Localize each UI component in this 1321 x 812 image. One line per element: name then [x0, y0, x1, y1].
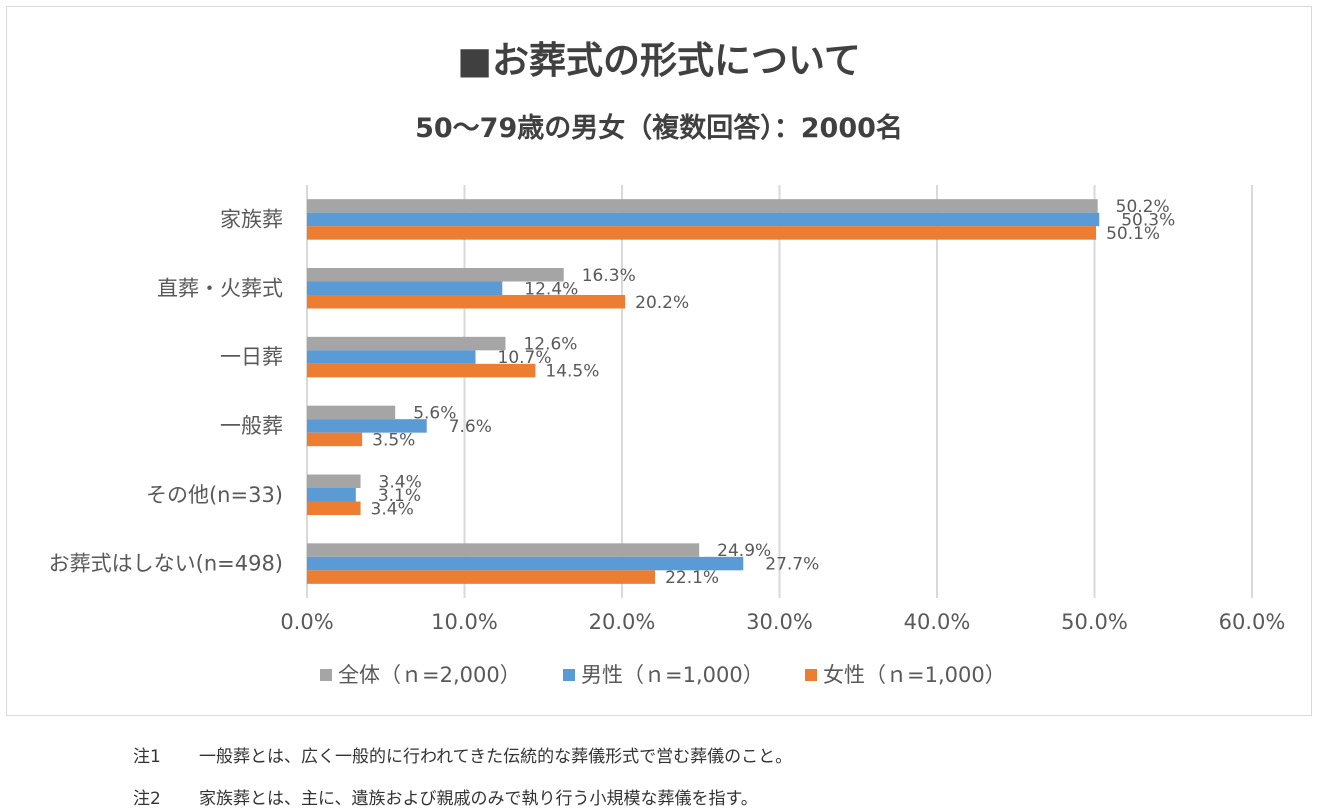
legend-label: 全体（ｎ=2,000）	[338, 663, 521, 687]
data-label: 12.6%	[523, 335, 577, 355]
data-label: 24.9%	[717, 541, 771, 561]
footnote-2-text: 家族葬とは、主に、遺族および親戚のみで執り行う小規模な葬儀を指す。	[199, 789, 758, 809]
category-label: 直葬・火葬式	[157, 276, 283, 300]
legend-swatch	[563, 669, 575, 681]
x-tick-label: 10.0%	[431, 610, 498, 634]
x-tick-label: 20.0%	[589, 610, 656, 634]
legend-swatch	[320, 669, 332, 681]
data-label: 3.1%	[378, 486, 421, 506]
chart-title: ■お葬式の形式について	[457, 39, 861, 82]
data-label: 7.6%	[449, 417, 492, 437]
chart-subtitle: 50～79歳の男女（複数回答）：2000名	[415, 112, 903, 144]
bar	[307, 488, 356, 502]
bar	[307, 501, 361, 515]
footnote-2: 注2 家族葬とは、主に、遺族および親戚のみで執り行う小規模な葬儀を指す。	[133, 784, 758, 809]
bar	[307, 405, 396, 420]
legend-swatch	[805, 669, 817, 681]
data-label: 14.5%	[545, 362, 599, 382]
bar	[307, 363, 536, 378]
bar	[307, 226, 1097, 240]
category-label: お葬式はしない(n=498)	[49, 552, 283, 576]
data-label: 10.7%	[498, 348, 552, 368]
bar	[307, 336, 506, 351]
bar	[307, 268, 564, 282]
x-tick-label: 60.0%	[1219, 610, 1286, 634]
data-label: 50.1%	[1106, 224, 1160, 244]
data-label: 12.4%	[524, 279, 578, 299]
x-tick-label: 50.0%	[1061, 610, 1128, 634]
category-label: 一般葬	[220, 414, 283, 438]
bar-chart: ■お葬式の形式について 50～79歳の男女（複数回答）：2000名 50.2%5…	[49, 39, 1286, 687]
legend-label: 男性（ｎ=1,000）	[581, 663, 764, 687]
data-label: 5.6%	[413, 403, 456, 423]
footnote-1: 注1 一般葬とは、広く一般的に行われてきた伝統的な葬儀形式で営む葬儀のこと。	[133, 742, 792, 767]
x-tick-label: 40.0%	[904, 610, 971, 634]
bar	[307, 432, 363, 447]
x-tick-label: 0.0%	[280, 610, 333, 634]
footnote-1-label: 注1	[133, 747, 161, 767]
bar	[307, 281, 503, 295]
category-label: その他(n=33)	[146, 483, 283, 507]
category-label: 家族葬	[220, 207, 283, 231]
bar	[307, 556, 744, 571]
x-tick-label: 30.0%	[746, 610, 813, 634]
data-label: 3.4%	[379, 472, 422, 492]
bar	[307, 570, 656, 584]
data-label: 27.7%	[765, 555, 819, 575]
category-label: 一日葬	[220, 345, 283, 369]
footnote-2-label: 注2	[133, 789, 161, 809]
data-label: 3.5%	[372, 430, 415, 450]
bar	[307, 212, 1100, 227]
data-label: 16.3%	[582, 266, 636, 286]
legend-label: 女性（ｎ=1,000）	[823, 663, 1006, 687]
bar	[307, 199, 1098, 213]
chart-frame: ■お葬式の形式について 50～79歳の男女（複数回答）：2000名 50.2% 5…	[6, 6, 1312, 716]
data-label: 22.1%	[665, 568, 719, 588]
bar	[307, 295, 626, 309]
data-label: 20.2%	[635, 293, 689, 313]
data-label: 50.3%	[1121, 210, 1175, 230]
bar	[307, 419, 427, 433]
bar	[307, 474, 361, 488]
data-label: 50.2%	[1116, 197, 1170, 217]
footnote-1-text: 一般葬とは、広く一般的に行われてきた伝統的な葬儀形式で営む葬儀のこと。	[199, 747, 793, 767]
bar	[307, 350, 476, 364]
data-label: 3.4%	[371, 499, 414, 519]
bar	[307, 543, 700, 557]
